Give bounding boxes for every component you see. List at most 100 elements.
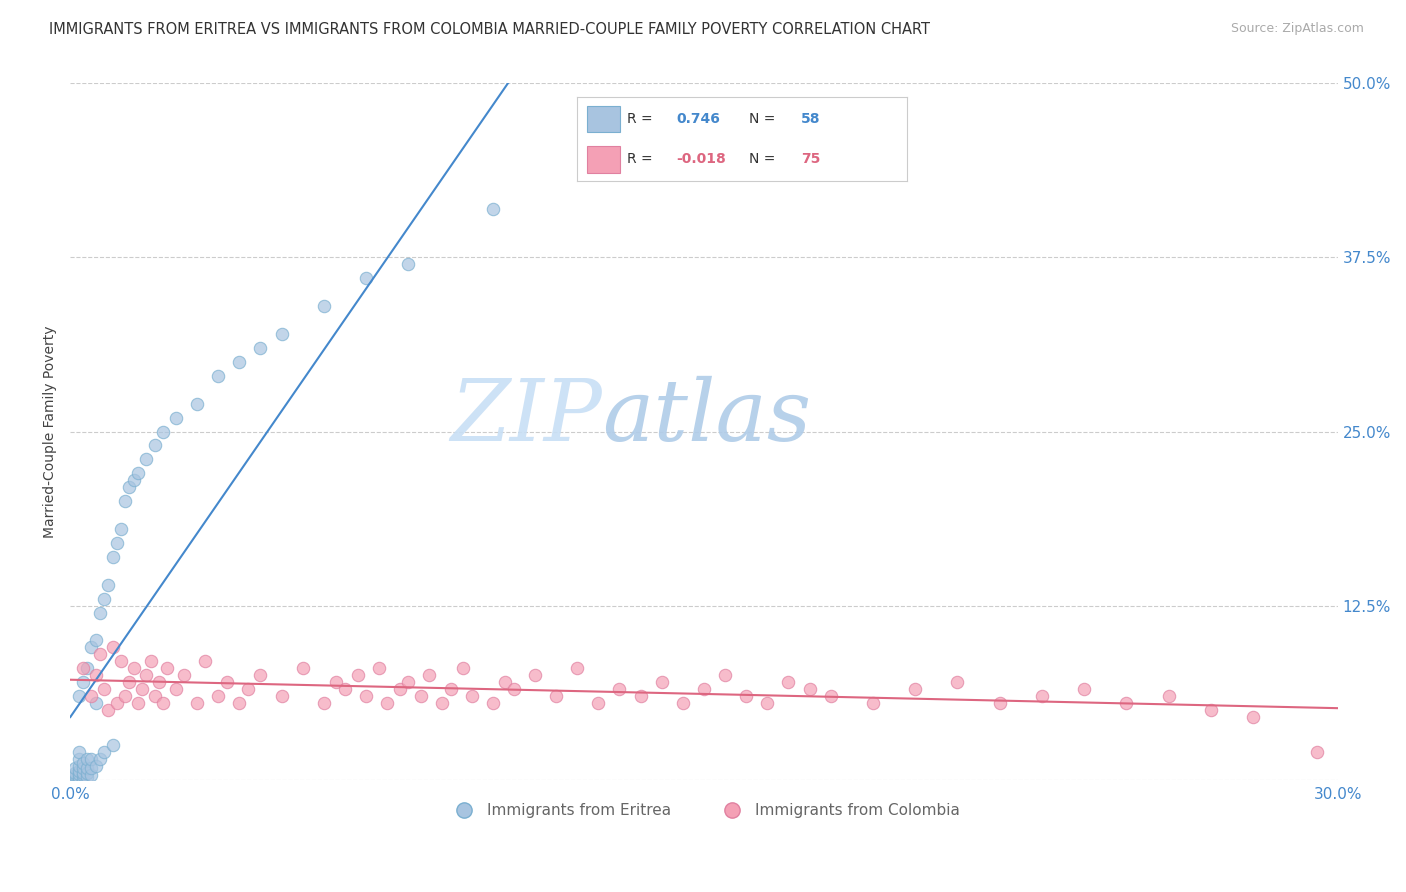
Point bbox=[354, 271, 377, 285]
Point bbox=[988, 696, 1011, 710]
Point bbox=[76, 765, 98, 780]
Point bbox=[127, 696, 149, 710]
Point bbox=[67, 689, 90, 703]
Point bbox=[862, 696, 884, 710]
Point bbox=[84, 668, 107, 682]
Point bbox=[904, 682, 927, 697]
Point bbox=[110, 522, 132, 536]
Point bbox=[396, 257, 419, 271]
Text: Source: ZipAtlas.com: Source: ZipAtlas.com bbox=[1230, 22, 1364, 36]
Point bbox=[122, 661, 145, 675]
Point bbox=[84, 758, 107, 772]
Point bbox=[418, 668, 440, 682]
Point bbox=[270, 327, 292, 342]
Point bbox=[76, 770, 98, 784]
Point bbox=[735, 689, 758, 703]
Point bbox=[630, 689, 652, 703]
Point bbox=[194, 654, 217, 668]
Point bbox=[135, 668, 157, 682]
Point bbox=[63, 765, 86, 780]
Point bbox=[354, 689, 377, 703]
Point bbox=[72, 772, 94, 787]
Point bbox=[546, 689, 568, 703]
Point bbox=[173, 668, 195, 682]
Point bbox=[439, 682, 461, 697]
Point bbox=[481, 202, 503, 216]
Point bbox=[396, 675, 419, 690]
Point bbox=[67, 772, 90, 787]
Point bbox=[127, 467, 149, 481]
Y-axis label: Married-Couple Family Poverty: Married-Couple Family Poverty bbox=[44, 326, 58, 538]
Point bbox=[1073, 682, 1095, 697]
Point bbox=[76, 661, 98, 675]
Point bbox=[72, 661, 94, 675]
Point bbox=[89, 648, 111, 662]
Point bbox=[97, 703, 120, 717]
Point bbox=[63, 768, 86, 782]
Point bbox=[101, 640, 124, 655]
Point bbox=[72, 756, 94, 770]
Point bbox=[375, 696, 398, 710]
Point bbox=[131, 682, 153, 697]
Point bbox=[76, 752, 98, 766]
Point bbox=[89, 606, 111, 620]
Point bbox=[609, 682, 631, 697]
Point bbox=[67, 770, 90, 784]
Point bbox=[186, 696, 208, 710]
Point bbox=[72, 765, 94, 780]
Point bbox=[110, 654, 132, 668]
Point bbox=[409, 689, 432, 703]
Point bbox=[67, 752, 90, 766]
Point bbox=[693, 682, 716, 697]
Point bbox=[249, 668, 271, 682]
Point bbox=[93, 682, 115, 697]
Point bbox=[89, 752, 111, 766]
Point bbox=[588, 696, 610, 710]
Point bbox=[80, 752, 103, 766]
Point bbox=[67, 745, 90, 759]
Point bbox=[1157, 689, 1180, 703]
Point bbox=[80, 689, 103, 703]
Point bbox=[756, 696, 779, 710]
Point bbox=[152, 696, 174, 710]
Text: IMMIGRANTS FROM ERITREA VS IMMIGRANTS FROM COLOMBIA MARRIED-COUPLE FAMILY POVERT: IMMIGRANTS FROM ERITREA VS IMMIGRANTS FR… bbox=[49, 22, 931, 37]
Point bbox=[143, 438, 166, 452]
Point bbox=[76, 762, 98, 776]
Point bbox=[672, 696, 695, 710]
Point bbox=[63, 762, 86, 776]
Point bbox=[135, 452, 157, 467]
Point bbox=[101, 549, 124, 564]
Point bbox=[165, 682, 187, 697]
Point bbox=[451, 661, 474, 675]
Point bbox=[460, 689, 482, 703]
Point bbox=[346, 668, 368, 682]
Point bbox=[651, 675, 673, 690]
Point bbox=[430, 696, 453, 710]
Text: atlas: atlas bbox=[603, 376, 811, 459]
Point bbox=[63, 770, 86, 784]
Point bbox=[1031, 689, 1053, 703]
Point bbox=[714, 668, 737, 682]
Point bbox=[609, 146, 631, 161]
Point bbox=[152, 425, 174, 439]
Point bbox=[567, 661, 589, 675]
Point bbox=[186, 397, 208, 411]
Point bbox=[101, 738, 124, 752]
Point bbox=[165, 410, 187, 425]
Point bbox=[156, 661, 179, 675]
Point bbox=[494, 675, 516, 690]
Point bbox=[80, 768, 103, 782]
Point bbox=[778, 675, 800, 690]
Point bbox=[228, 696, 250, 710]
Point bbox=[524, 668, 547, 682]
Point bbox=[72, 675, 94, 690]
Legend: Immigrants from Eritrea, Immigrants from Colombia: Immigrants from Eritrea, Immigrants from… bbox=[443, 797, 966, 824]
Point bbox=[249, 341, 271, 355]
Point bbox=[236, 682, 259, 697]
Point bbox=[84, 633, 107, 648]
Point bbox=[270, 689, 292, 703]
Point bbox=[1305, 745, 1327, 759]
Point bbox=[143, 689, 166, 703]
Point bbox=[93, 591, 115, 606]
Point bbox=[1241, 710, 1264, 724]
